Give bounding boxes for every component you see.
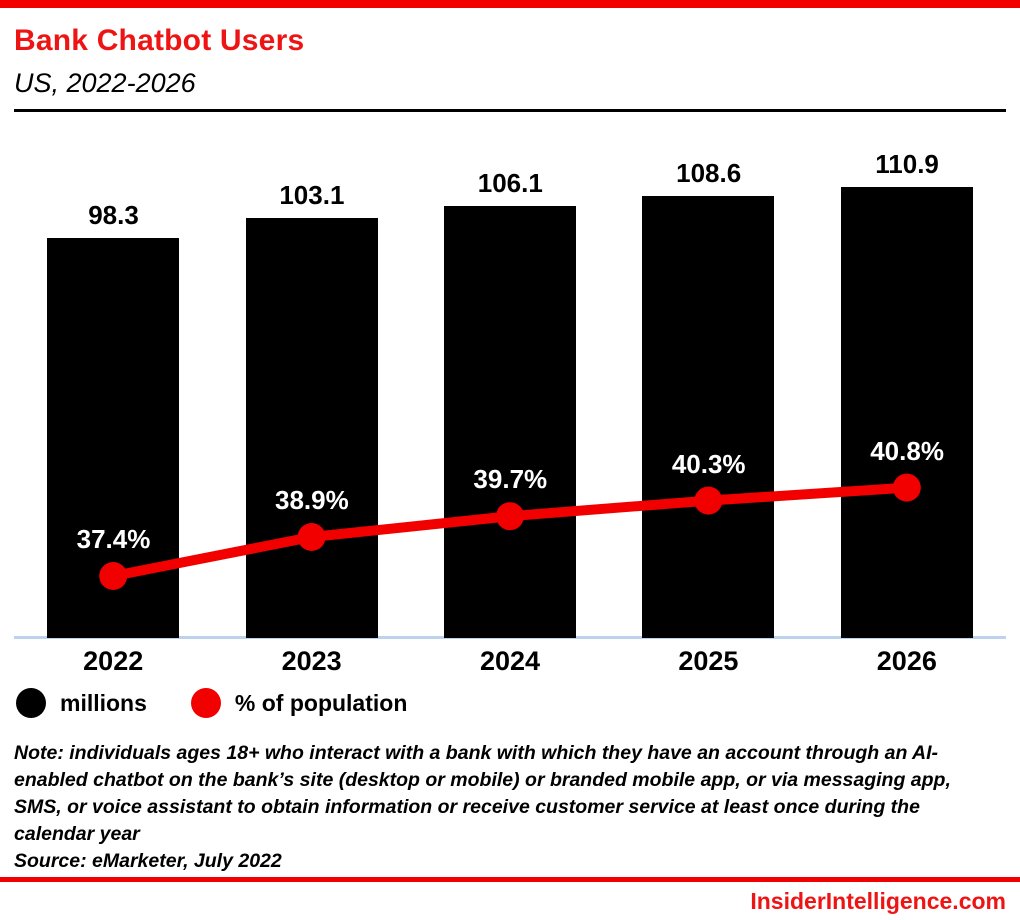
x-tick-2026: 2026 xyxy=(876,646,937,676)
chart-title: Bank Chatbot Users xyxy=(14,24,305,57)
footnote: Note: individuals ages 18+ who interact … xyxy=(14,742,951,845)
bar-2025 xyxy=(642,196,775,638)
percent-label-2023: 38.9% xyxy=(275,485,349,515)
line-point-2022 xyxy=(99,562,128,590)
percent-label-2026: 40.8% xyxy=(870,435,944,466)
plot-area: 98.3 37.4% 103.1 38.9% 106.1 39.7% 108.6 40.3% 1… xyxy=(14,130,1006,639)
bar-value-label-2026: 110.9 xyxy=(875,148,939,179)
x-tick-2023: 2023 xyxy=(281,646,342,676)
bar-2024 xyxy=(444,206,576,638)
x-tick-2025: 2025 xyxy=(678,646,739,676)
percent-label-2025: 40.3% xyxy=(671,448,746,479)
bar-value-label-2024: 106.1 xyxy=(477,168,543,199)
legend: millions % of population xyxy=(16,688,407,718)
chart-subtitle: US, 2022-2026 xyxy=(14,68,196,98)
line-point-2026 xyxy=(892,473,921,502)
legend-label-percent: % of population xyxy=(234,689,408,716)
millions-dot-icon xyxy=(16,688,46,718)
legend-item-millions: millions xyxy=(16,688,147,718)
brand-wordmark: InsiderIntelligence.com xyxy=(750,888,1006,914)
percent-trend-line xyxy=(99,473,921,590)
bar-value-label-2025: 108.6 xyxy=(676,158,742,189)
legend-label-millions: millions xyxy=(60,689,147,716)
x-axis-labels: 2022 2023 2024 2025 2026 xyxy=(14,646,1006,677)
percent-label-2024: 39.7% xyxy=(473,464,548,495)
x-tick-2024: 2024 xyxy=(479,646,541,676)
bottom-accent-strip xyxy=(0,877,1020,882)
percent-dot-icon xyxy=(190,688,221,718)
bar-2023 xyxy=(245,218,378,638)
line-point-2024 xyxy=(496,502,524,531)
bar-2026 xyxy=(840,186,973,638)
x-tick-2022: 2022 xyxy=(83,646,144,676)
percent-label-2022: 37.4% xyxy=(76,524,151,554)
bar-value-label-2023: 103.1 xyxy=(279,180,345,211)
line-point-2025 xyxy=(694,486,723,515)
header-divider xyxy=(14,109,1006,112)
top-accent-strip xyxy=(0,0,1020,8)
legend-item-percent: % of population xyxy=(190,688,408,718)
bar-value-label-2022: 98.3 xyxy=(88,200,139,230)
line-point-2023 xyxy=(297,523,326,551)
source-line: Source: eMarketer, July 2022 xyxy=(14,850,282,872)
